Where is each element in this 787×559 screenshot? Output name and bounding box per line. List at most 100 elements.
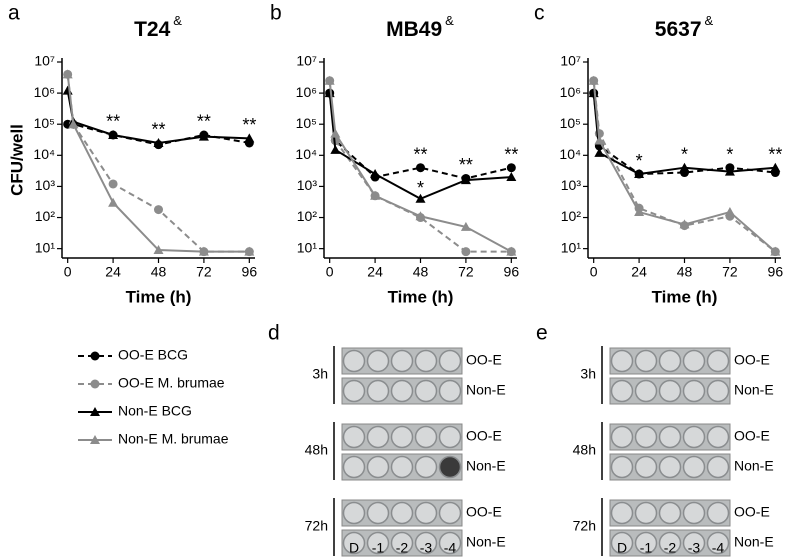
well: [414, 455, 438, 479]
legend-marker: [90, 379, 100, 389]
well: [342, 379, 366, 403]
marker: [370, 169, 381, 179]
row-label: Non-E: [466, 382, 506, 398]
panel-label: e: [536, 322, 548, 345]
well: [658, 455, 682, 479]
marker: [370, 190, 381, 200]
marker: [461, 247, 471, 257]
well: [634, 531, 658, 555]
title-text: 5637: [655, 18, 702, 41]
panel-label: a: [8, 2, 20, 25]
y-tick-label: 10⁷: [34, 53, 55, 69]
time-label: 72h: [573, 518, 596, 534]
marker: [588, 75, 599, 85]
annotation: **: [242, 115, 256, 135]
marker: [770, 162, 781, 172]
well: [390, 531, 414, 555]
well: [682, 349, 706, 373]
annotation: *: [417, 178, 424, 198]
annotation: *: [681, 144, 688, 164]
column-label: D: [349, 540, 359, 556]
well: [438, 455, 462, 479]
legend-marker: [90, 351, 100, 361]
marker: [198, 131, 209, 141]
well: [414, 425, 438, 449]
marker: [108, 179, 118, 189]
row-label: Non-E: [466, 458, 506, 474]
annotation: **: [106, 112, 120, 132]
row-label: OO-E: [466, 504, 502, 520]
x-tick-label: 96: [242, 264, 258, 280]
well: [438, 379, 462, 403]
marker: [724, 166, 735, 176]
x-tick-label: 0: [590, 264, 598, 280]
well: [682, 501, 706, 525]
y-tick-label: 10¹: [297, 239, 318, 255]
column-label: -3: [420, 540, 433, 556]
well: [414, 501, 438, 525]
time-label: 3h: [312, 366, 328, 382]
well: [390, 349, 414, 373]
title-mark: &: [173, 13, 182, 28]
series-line: [328, 92, 512, 180]
annotation: **: [197, 112, 211, 132]
y-tick-label: 10⁴: [559, 146, 581, 162]
well: [658, 379, 682, 403]
title-mark: &: [705, 13, 714, 28]
y-tick-label: 10³: [561, 177, 582, 193]
well: [682, 455, 706, 479]
well: [634, 501, 658, 525]
row-label: Non-E: [734, 382, 774, 398]
x-tick-label: 24: [367, 264, 383, 280]
well: [366, 531, 390, 555]
y-tick-label: 10³: [297, 177, 318, 193]
annotation: **: [459, 155, 473, 175]
marker: [679, 219, 690, 229]
row-label: OO-E: [734, 428, 770, 444]
series-line: [328, 80, 512, 253]
marker: [330, 128, 341, 138]
marker: [108, 197, 119, 207]
panel-label: c: [534, 2, 545, 25]
column-label: -1: [372, 540, 385, 556]
well: [390, 455, 414, 479]
y-tick-label: 10¹: [561, 239, 582, 255]
well: [682, 531, 706, 555]
y-tick-label: 10⁵: [34, 115, 55, 131]
marker: [724, 207, 735, 217]
marker: [460, 221, 471, 231]
title-text: T24: [134, 18, 171, 41]
y-tick-label: 10⁵: [296, 115, 317, 131]
well: [438, 349, 462, 373]
row-label: OO-E: [734, 504, 770, 520]
row-label: OO-E: [466, 428, 502, 444]
well: [634, 379, 658, 403]
x-axis-label: Time (h): [126, 287, 192, 306]
x-tick-label: 48: [413, 264, 429, 280]
y-tick-label: 10⁶: [34, 84, 55, 100]
annotation: **: [504, 144, 518, 164]
series-line: [66, 74, 250, 253]
x-axis-label: Time (h): [388, 287, 454, 306]
x-tick-label: 0: [64, 264, 72, 280]
well: [342, 349, 366, 373]
x-tick-label: 72: [722, 264, 738, 280]
annotation: **: [768, 144, 782, 164]
panel-label: b: [270, 2, 282, 25]
x-tick-label: 24: [631, 264, 647, 280]
well: [682, 425, 706, 449]
marker: [154, 205, 163, 215]
column-label: -2: [396, 540, 409, 556]
well: [414, 349, 438, 373]
title-mark: &: [445, 13, 454, 28]
y-tick-label: 10⁴: [33, 146, 55, 162]
marker: [198, 246, 209, 256]
x-tick-label: 48: [151, 264, 167, 280]
time-label: 3h: [580, 366, 596, 382]
marker: [62, 85, 73, 95]
y-tick-label: 10²: [297, 208, 318, 224]
well: [342, 425, 366, 449]
y-tick-label: 10²: [35, 208, 56, 224]
chart-title: 5637 &: [655, 13, 714, 40]
